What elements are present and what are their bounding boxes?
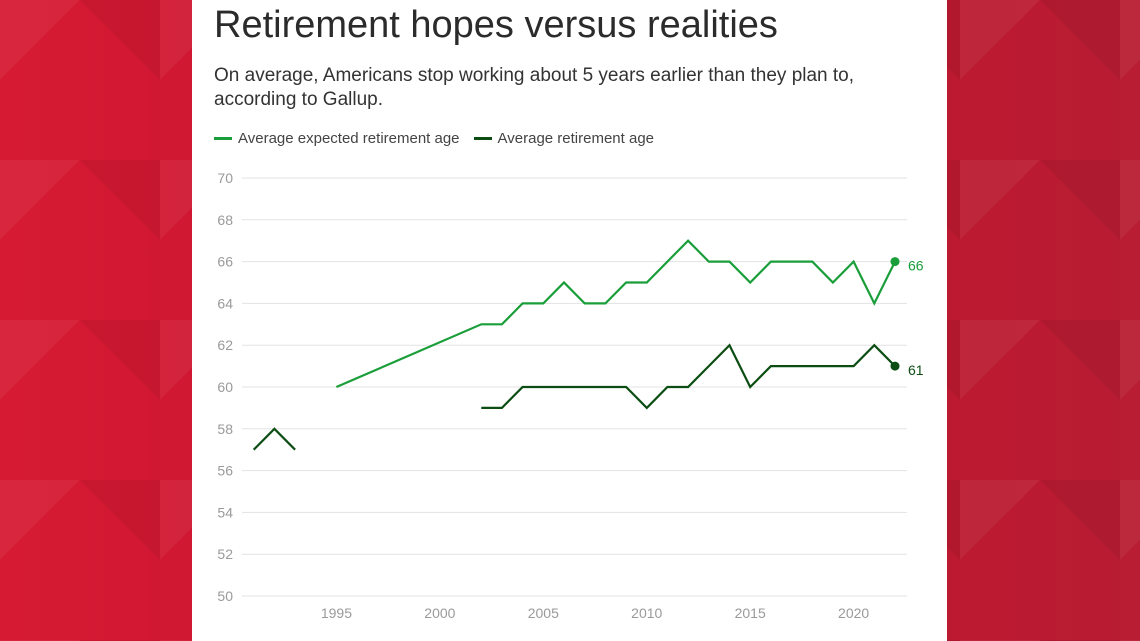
y-tick-label-60: 60 — [217, 379, 233, 395]
y-tick-label-58: 58 — [217, 421, 233, 437]
x-tick-label-2020: 2020 — [838, 605, 869, 621]
legend-item-expected: Average expected retirement age — [214, 130, 460, 147]
y-tick-label-52: 52 — [217, 546, 233, 562]
chart-subtitle: On average, Americans stop working about… — [214, 65, 855, 110]
y-tick-label-56: 56 — [217, 463, 233, 479]
legend-swatch-actual — [473, 136, 492, 140]
x-tick-label-2000: 2000 — [424, 605, 455, 621]
y-tick-label-68: 68 — [217, 212, 233, 228]
y-tick-label-50: 50 — [217, 588, 233, 604]
y-tick-label-54: 54 — [217, 504, 233, 520]
legend: Average expected retirement age Average … — [214, 129, 668, 147]
legend-label-expected: Average expected retirement age — [238, 129, 460, 147]
x-tick-label-2015: 2015 — [735, 605, 766, 621]
end-point-actual — [890, 361, 900, 371]
end-point-expected — [890, 257, 900, 267]
x-tick-label-1995: 1995 — [321, 605, 352, 621]
series-line-actual-segment-0 — [252, 427, 296, 451]
x-tick-label-2005: 2005 — [528, 605, 559, 621]
x-tick-label-2010: 2010 — [631, 605, 662, 621]
y-tick-label-64: 64 — [217, 295, 233, 311]
legend-item-actual: Average retirement age — [473, 129, 655, 147]
y-tick-label-70: 70 — [217, 170, 233, 186]
chart-title: Retirement hopes versus realities — [214, 4, 778, 46]
end-label-actual: 61 — [908, 362, 924, 378]
legend-swatch-expected — [214, 136, 232, 140]
line-chart: 50 52 54 56 58 60 62 64 66 68 70 1995 2000 2005 2010 20… — [217, 170, 924, 621]
legend-label-actual: Average retirement age — [497, 129, 655, 147]
y-tick-label-62: 62 — [217, 337, 233, 353]
series-line-expected-segment-0 — [335, 239, 896, 389]
chart-card: Retirement hopes versus realities On ave… — [192, 0, 947, 641]
series-line-actual-segment-1 — [481, 343, 896, 410]
y-tick-label-66: 66 — [217, 254, 233, 270]
end-label-expected: 66 — [908, 258, 924, 274]
